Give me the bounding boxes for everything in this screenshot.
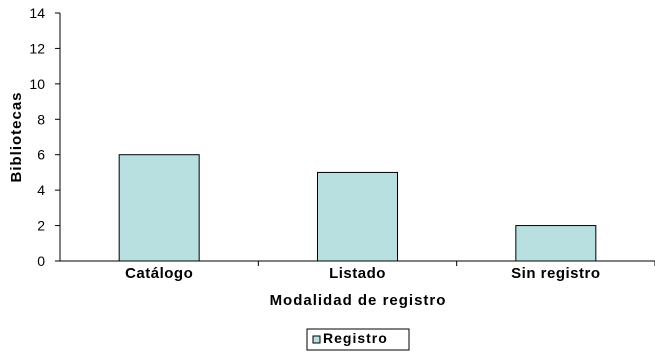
legend-box (306, 328, 410, 351)
legend: Registro (306, 328, 410, 351)
y-tick-label: 2 (37, 218, 45, 234)
x-axis-title: Modalidad de registro (270, 292, 447, 309)
y-tick-label: 10 (29, 76, 45, 92)
y-axis-ticks: 0 2 4 6 8 10 12 14 (29, 5, 60, 269)
x-category-label: Listado (329, 265, 386, 282)
bar (118, 154, 200, 262)
y-tick-label: 12 (29, 40, 45, 56)
x-category-label: Sin registro (511, 265, 600, 282)
x-axis-categories: Catálogo Listado Sin registro (125, 261, 655, 282)
x-category-label: Catálogo (125, 265, 193, 282)
bar (317, 171, 398, 262)
y-tick-label: 4 (37, 182, 45, 198)
y-tick-label: 8 (37, 111, 45, 127)
y-tick-label: 6 (37, 147, 45, 163)
legend-label: Registro (323, 330, 388, 346)
bars (118, 154, 597, 262)
legend-swatch (312, 335, 321, 344)
y-tick-label: 0 (37, 253, 45, 269)
y-axis-title: Bibliotecas (8, 91, 25, 182)
bar (515, 225, 597, 262)
y-tick-label: 14 (29, 5, 45, 21)
